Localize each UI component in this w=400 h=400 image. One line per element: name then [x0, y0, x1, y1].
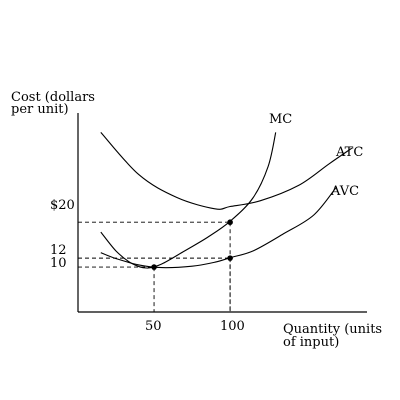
cost-curves — [100, 132, 353, 269]
curve-atc — [100, 132, 353, 210]
series-label-mc: MC — [269, 112, 292, 127]
curve-mc — [100, 132, 277, 269]
y-tick-label-20: $20 — [50, 198, 75, 213]
marked-points — [151, 219, 233, 270]
series-label-atc: ATC — [335, 145, 363, 160]
y-tick-label-10: 10 — [50, 256, 67, 271]
x-axis-label-line-2: of input) — [283, 335, 339, 350]
x-axis-label-line-1: Quantity (units — [283, 322, 382, 337]
y-tick-label-12: 12 — [50, 243, 67, 258]
y-axis-label-line-2: per unit) — [11, 102, 69, 117]
x-tick-label-100: 100 — [220, 319, 245, 334]
series-label-avc: AVC — [330, 184, 359, 199]
point-mc-50-10 — [151, 264, 157, 270]
axes — [77, 113, 367, 313]
x-tick-label-50: 50 — [145, 319, 162, 334]
y-axis-label-line-1: Cost (dollars — [11, 90, 95, 105]
curve-avc — [100, 186, 338, 269]
point-avc-100-12 — [227, 255, 233, 261]
point-mc-100-20 — [227, 219, 233, 226]
